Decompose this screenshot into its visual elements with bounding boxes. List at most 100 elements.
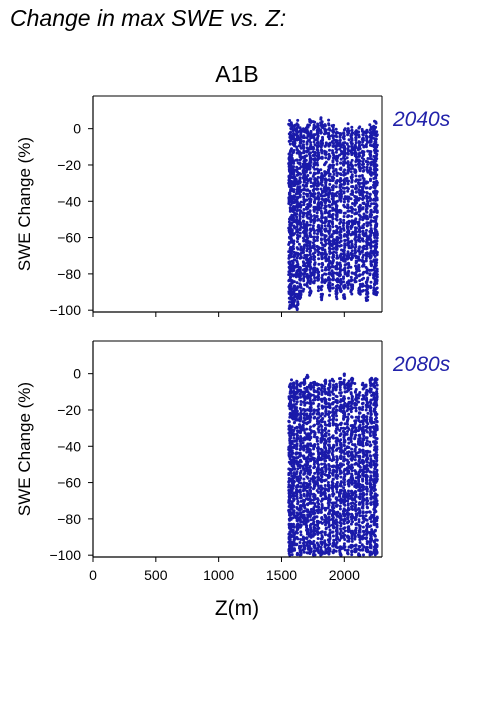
data-point <box>349 283 353 287</box>
data-point <box>319 452 323 456</box>
data-point <box>328 528 332 532</box>
data-point <box>295 528 299 532</box>
data-point <box>342 286 346 290</box>
data-point <box>301 441 305 445</box>
data-point <box>317 273 321 277</box>
data-point <box>289 461 292 465</box>
data-point <box>354 239 358 243</box>
data-point <box>368 268 372 272</box>
data-point <box>334 185 338 189</box>
data-point <box>302 400 306 404</box>
data-point <box>305 249 309 253</box>
data-point <box>292 132 295 135</box>
data-point <box>311 241 315 245</box>
data-point <box>305 181 309 185</box>
data-point <box>328 547 332 550</box>
data-point <box>346 206 350 210</box>
data-point <box>346 252 350 256</box>
data-point <box>313 476 317 480</box>
scatter-series <box>287 372 379 557</box>
data-point <box>369 234 373 238</box>
data-point <box>315 390 319 394</box>
data-point <box>316 442 320 446</box>
data-point <box>294 516 298 520</box>
data-point <box>331 179 334 183</box>
data-point <box>309 181 313 184</box>
data-point <box>354 163 358 167</box>
data-point <box>290 553 294 557</box>
data-point <box>332 392 335 396</box>
data-point <box>291 291 295 295</box>
data-point <box>298 192 301 196</box>
data-point <box>301 249 305 253</box>
data-point <box>320 216 324 220</box>
data-point <box>349 170 353 174</box>
data-point <box>353 203 357 207</box>
data-point <box>374 125 378 129</box>
data-point <box>375 278 379 282</box>
data-point <box>365 292 369 296</box>
data-point <box>289 164 293 168</box>
data-point <box>335 158 338 162</box>
data-point <box>321 246 325 250</box>
data-point <box>354 151 358 155</box>
data-point <box>292 509 296 513</box>
data-point <box>323 487 327 491</box>
data-point <box>331 247 335 251</box>
data-point <box>293 226 296 230</box>
data-point <box>302 135 306 138</box>
data-point <box>313 459 317 463</box>
data-point <box>306 174 310 177</box>
data-point <box>298 544 301 548</box>
data-point <box>328 486 331 490</box>
data-point <box>342 258 346 262</box>
data-point <box>375 173 379 177</box>
data-point <box>297 242 301 246</box>
data-point <box>306 528 310 532</box>
data-point <box>311 267 315 271</box>
data-point <box>332 172 336 176</box>
data-point <box>316 249 320 253</box>
data-point <box>305 283 309 287</box>
data-point <box>295 429 299 433</box>
data-point <box>364 284 368 288</box>
data-point <box>335 292 339 296</box>
data-point <box>328 128 332 132</box>
data-point <box>369 286 373 290</box>
data-point <box>360 127 364 131</box>
data-point <box>289 405 293 409</box>
data-point <box>308 231 312 235</box>
data-point <box>289 255 293 259</box>
data-point <box>295 432 299 436</box>
data-point <box>298 416 302 420</box>
data-point <box>291 504 295 508</box>
data-point <box>346 122 350 126</box>
data-point <box>309 491 313 495</box>
data-point <box>301 230 305 234</box>
data-point <box>375 245 379 249</box>
data-point <box>335 212 339 216</box>
data-point <box>353 254 357 258</box>
data-point <box>338 274 342 277</box>
data-point <box>330 452 334 455</box>
data-point <box>346 286 350 290</box>
data-point <box>317 285 320 289</box>
data-point <box>305 146 309 150</box>
data-point <box>291 207 295 210</box>
data-point <box>292 522 295 526</box>
data-point <box>294 288 298 292</box>
data-point <box>309 425 312 429</box>
data-point <box>317 218 321 221</box>
data-point <box>331 489 335 493</box>
data-point <box>312 140 316 144</box>
data-point <box>308 171 312 175</box>
data-point <box>316 126 320 130</box>
data-point <box>327 443 330 447</box>
data-point <box>302 256 306 260</box>
data-point <box>298 477 302 481</box>
data-point <box>295 145 299 149</box>
data-point <box>320 269 324 272</box>
data-point <box>289 148 293 152</box>
data-point <box>336 171 340 175</box>
data-point <box>320 226 324 229</box>
